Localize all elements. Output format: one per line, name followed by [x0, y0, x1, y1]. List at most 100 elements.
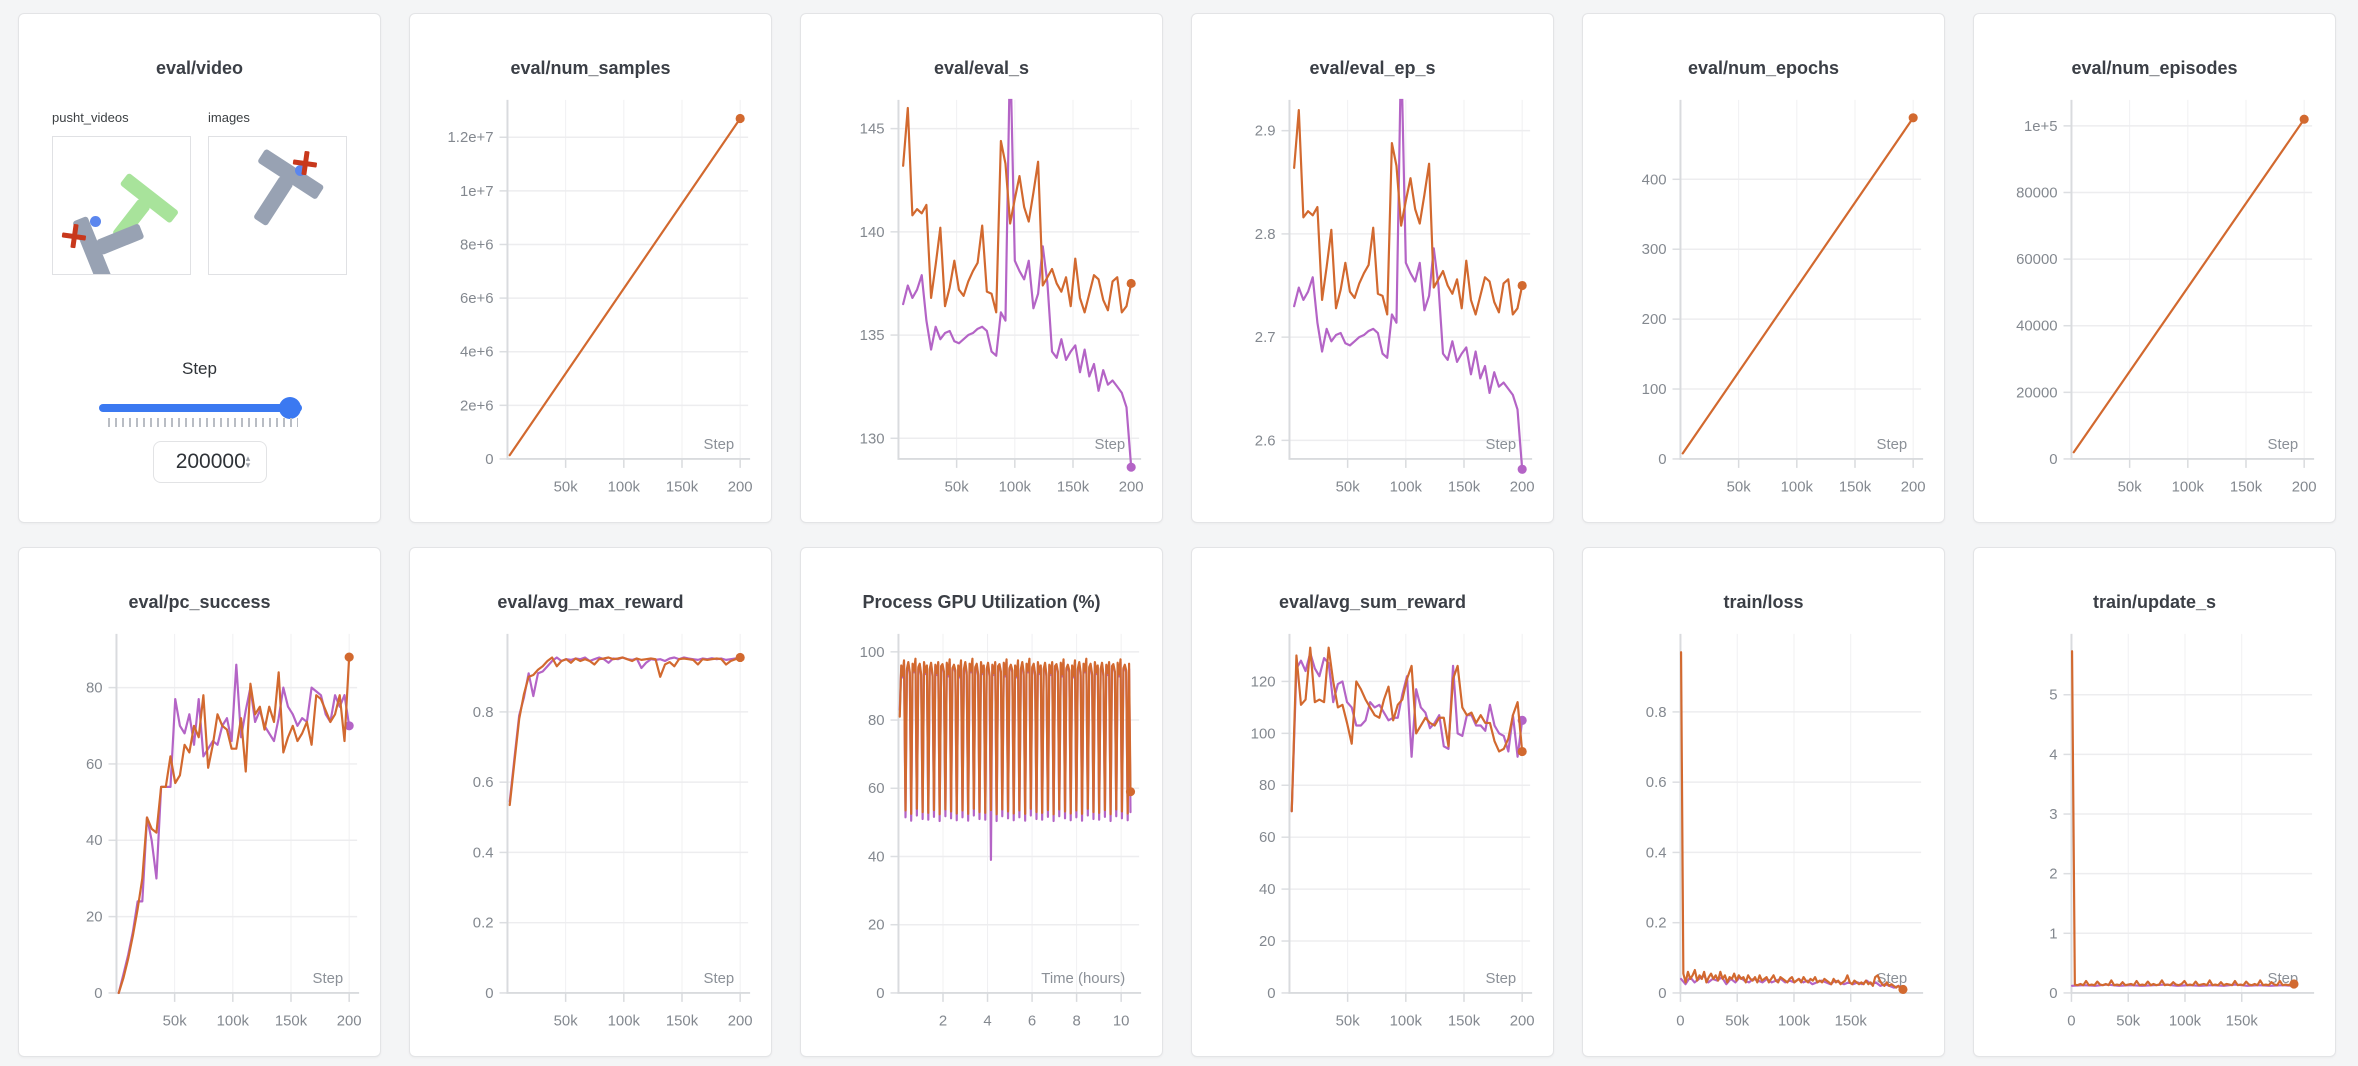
media-label: images	[208, 110, 250, 125]
svg-text:2.9: 2.9	[1255, 124, 1276, 140]
svg-text:0: 0	[485, 452, 493, 468]
svg-text:40: 40	[86, 833, 103, 849]
panel-eval-eval-s: eval/eval_s 130 135 140 145 50k 100k 150k 200 St…	[800, 13, 1163, 523]
svg-text:100k: 100k	[1781, 480, 1814, 496]
svg-text:20: 20	[86, 910, 103, 926]
svg-text:Step: Step	[704, 437, 735, 453]
chart-eval-num-episodes[interactable]: 0 20000 40000 60000 80000 1e+5 50k 100k 150k 200 S…	[1974, 14, 2335, 522]
svg-text:150k: 150k	[666, 480, 699, 496]
svg-text:Step: Step	[313, 971, 344, 987]
svg-text:50k: 50k	[163, 1014, 188, 1030]
svg-text:Step: Step	[1486, 437, 1517, 453]
svg-text:1.2e+7: 1.2e+7	[448, 130, 494, 146]
series-orange-line	[2072, 118, 2306, 454]
svg-text:2: 2	[939, 1014, 947, 1030]
step-slider-handle[interactable]	[279, 397, 301, 419]
panel-eval-num-samples: eval/num_samples 0 2e+6 4e+6 6e+6 8e+6 1e+7 1.…	[409, 13, 772, 523]
svg-text:200: 200	[2292, 480, 2317, 496]
svg-text:80: 80	[1259, 778, 1276, 794]
chart-eval-eval-s[interactable]: 130 135 140 145 50k 100k 150k 200 Step	[801, 14, 1162, 522]
series-purple-end-dot	[344, 721, 354, 731]
svg-text:0.8: 0.8	[1646, 705, 1667, 721]
step-input-field[interactable]	[169, 449, 252, 475]
step-input[interactable]: ▴▾	[153, 441, 267, 483]
svg-text:2e+6: 2e+6	[460, 398, 494, 414]
series-orange-end-dot	[1898, 984, 1908, 995]
svg-text:200: 200	[1901, 480, 1926, 496]
chart-eval-pc-success[interactable]: 0 20 40 60 80 50k 100k 150k 200 Step	[19, 548, 380, 1056]
svg-text:0.4: 0.4	[1646, 845, 1667, 861]
series-orange-line	[2070, 650, 2296, 987]
svg-text:0: 0	[94, 986, 102, 1002]
goal-dot-icon	[90, 216, 101, 227]
svg-text:150k: 150k	[1835, 1014, 1868, 1030]
svg-text:20: 20	[1259, 934, 1276, 950]
svg-text:50k: 50k	[1336, 480, 1361, 496]
svg-text:200: 200	[1119, 480, 1144, 496]
svg-text:Step: Step	[1877, 437, 1908, 453]
svg-text:8e+6: 8e+6	[460, 237, 494, 253]
svg-text:150k: 150k	[2226, 1014, 2259, 1030]
svg-text:20: 20	[868, 918, 885, 934]
svg-text:100: 100	[860, 645, 885, 661]
svg-text:50k: 50k	[554, 480, 579, 496]
stepper-arrows[interactable]: ▴ ▾	[245, 453, 251, 470]
series-orange-line	[508, 656, 742, 807]
chart-train-loss[interactable]: 0 0.2 0.4 0.6 0.8 0 50k 100k 150k Step	[1583, 548, 1944, 1056]
svg-text:100k: 100k	[2169, 1014, 2202, 1030]
svg-text:0: 0	[1658, 452, 1666, 468]
chart-gpu-utilization[interactable]: 0 20 40 60 80 100 2 4 6 8 10 Time (hours)	[801, 548, 1162, 1056]
step-slider[interactable]	[99, 397, 302, 419]
series-orange-end-dot	[344, 652, 354, 662]
svg-text:0: 0	[1658, 986, 1666, 1002]
svg-text:100k: 100k	[608, 1014, 641, 1030]
svg-text:4: 4	[983, 1014, 991, 1030]
panel-eval-avg-sum-reward: eval/avg_sum_reward 0 20 40 60 80 100 120 50k 10…	[1191, 547, 1554, 1057]
media-label: pusht_videos	[52, 110, 129, 125]
svg-text:6e+6: 6e+6	[460, 291, 494, 307]
svg-text:60: 60	[1259, 830, 1276, 846]
chart-eval-num-samples[interactable]: 0 2e+6 4e+6 6e+6 8e+6 1e+7 1.2e+7 50k 100k 150k 20…	[410, 14, 771, 522]
chart-eval-avg-max-reward[interactable]: 0 0.2 0.4 0.6 0.8 50k 100k 150k 200 Step	[410, 548, 771, 1056]
svg-text:100k: 100k	[2172, 480, 2205, 496]
series-orange-line	[1679, 651, 1905, 991]
chart-eval-eval-ep-s[interactable]: 2.6 2.7 2.8 2.9 50k 100k 150k 200 Step	[1192, 14, 1553, 522]
svg-text:150k: 150k	[1448, 1014, 1481, 1030]
svg-text:100k: 100k	[999, 480, 1032, 496]
decrement-icon[interactable]: ▾	[245, 460, 251, 470]
svg-text:1e+5: 1e+5	[2024, 119, 2058, 135]
panel-title: eval/avg_max_reward	[497, 592, 684, 612]
svg-text:Step: Step	[704, 971, 735, 987]
svg-text:2: 2	[2049, 867, 2057, 883]
svg-text:20000: 20000	[2016, 385, 2057, 401]
panel-train-update-s: train/update_s 0 1 2 3 4 5 0 50k 100k 150k Step	[1973, 547, 2336, 1057]
series-orange-end-dot	[1125, 787, 1136, 797]
chart-eval-num-epochs[interactable]: 0 100 200 300 400 50k 100k 150k 200 Step	[1583, 14, 1944, 522]
panel-eval-pc-success: eval/pc_success 0 20 40 60 80 50k 100k 150k 200 S…	[18, 547, 381, 1057]
svg-text:Step: Step	[1095, 437, 1126, 453]
panel-gpu-utilization: Process GPU Utilization (%) 0 20 40 60 80 100…	[800, 547, 1163, 1057]
svg-text:40: 40	[868, 849, 885, 865]
target-cross-icon	[291, 149, 318, 176]
series-orange-end-dot	[735, 113, 745, 124]
svg-text:100: 100	[1642, 382, 1667, 398]
panel-title: eval/num_samples	[510, 58, 671, 78]
svg-text:150k: 150k	[666, 1014, 699, 1030]
panel-title: eval/avg_sum_reward	[1278, 592, 1467, 612]
panel-eval-avg-max-reward: eval/avg_max_reward 0 0.2 0.4 0.6 0.8 50k 100k…	[409, 547, 772, 1057]
svg-text:100k: 100k	[217, 1014, 250, 1030]
svg-text:2.8: 2.8	[1255, 227, 1276, 243]
series-orange-end-dot	[735, 652, 745, 663]
media-thumbnail-pusht-videos[interactable]	[52, 136, 191, 275]
increment-icon[interactable]: ▴	[245, 453, 251, 463]
series-orange-end-dot	[1126, 278, 1136, 289]
media-thumbnail-images[interactable]	[208, 136, 347, 275]
svg-text:60000: 60000	[2016, 252, 2057, 268]
svg-text:0: 0	[485, 986, 493, 1002]
chart-eval-avg-sum-reward[interactable]: 0 20 40 60 80 100 120 50k 100k 150k 200 Step	[1192, 548, 1553, 1056]
svg-text:0.8: 0.8	[473, 705, 494, 721]
series-orange-line	[117, 656, 351, 995]
target-cross-icon	[60, 222, 87, 249]
